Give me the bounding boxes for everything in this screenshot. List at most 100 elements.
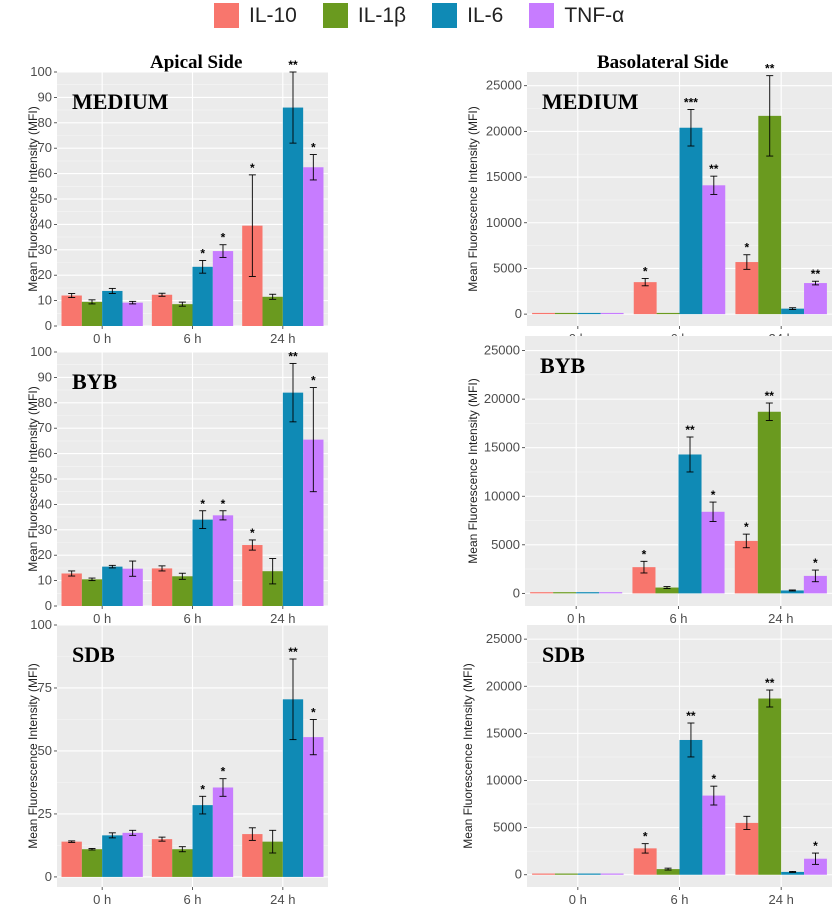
y-tick-label: 50 — [38, 191, 52, 206]
bar-il10 — [61, 841, 82, 877]
bar-il1 — [262, 296, 283, 326]
legend-label-il10: IL-10 — [249, 3, 297, 27]
legend-item-tnfa: TNF-α — [529, 3, 624, 28]
y-tick-label: 75 — [38, 680, 52, 695]
y-tick-label: 20000 — [484, 391, 520, 406]
y-tick-label: 60 — [38, 166, 52, 181]
panel-4: 0 5000 10000 15000 20000 25000 Mean Fluorescen… — [466, 336, 832, 626]
bar-tnf — [212, 787, 234, 877]
legend-label-il1b: IL-1β — [357, 3, 407, 27]
bar-il6 — [102, 835, 123, 877]
bar-il6 — [576, 592, 600, 594]
significance-mark: * — [221, 497, 226, 511]
bar-tnf — [303, 439, 324, 606]
y-tick-label: 30 — [38, 242, 52, 257]
bar-il10 — [734, 540, 758, 594]
y-axis-label: Mean Fluorescence Intensity (MFI) — [461, 663, 475, 848]
significance-mark: * — [311, 374, 316, 388]
legend-item-il10: IL-10 — [214, 3, 297, 28]
bar-il1 — [656, 869, 680, 875]
y-axis-label: Mean Fluorescence Intensity (MFI) — [26, 663, 40, 848]
bar-il1 — [758, 698, 782, 875]
y-tick-label: 80 — [38, 395, 52, 410]
bar-il6 — [282, 392, 304, 606]
bar-tnf — [702, 795, 726, 875]
bar-il1 — [554, 312, 578, 315]
significance-mark: * — [200, 246, 205, 260]
significance-mark: * — [221, 765, 226, 779]
y-tick-label: 70 — [38, 420, 52, 435]
bar-tnf — [122, 832, 143, 877]
bar-il6 — [192, 805, 213, 877]
panel-title: MEDIUM — [542, 89, 639, 114]
bar-tnf — [600, 312, 624, 315]
x-tick-label: 6 h — [183, 331, 201, 346]
bar-il1 — [655, 587, 679, 594]
legend-swatch-il6 — [432, 3, 458, 28]
bar-il1 — [81, 579, 103, 606]
legend-item-il6: IL-6 — [432, 3, 503, 28]
significance-mark: * — [250, 161, 255, 175]
x-tick-label: 0 h — [93, 892, 111, 907]
bar-il1 — [81, 849, 103, 877]
x-tick-label: 6 h — [183, 892, 201, 907]
bar-il6 — [678, 454, 702, 594]
x-tick-label: 24 h — [769, 892, 794, 907]
basolateral-side-title: Basolateral Side — [597, 52, 729, 73]
significance-mark: * — [711, 772, 716, 786]
panel-5: 0 25 50 75 100 Mean Fluorescence Intensity (M… — [26, 617, 328, 907]
y-tick-label: 25000 — [484, 343, 520, 358]
bar-il10 — [735, 822, 759, 875]
y-tick-label: 40 — [38, 216, 52, 231]
y-tick-label: 10000 — [484, 488, 520, 503]
significance-mark: * — [643, 830, 648, 844]
y-tick-label: 0 — [515, 306, 522, 321]
bar-il6 — [577, 873, 601, 875]
significance-mark: ** — [686, 709, 696, 723]
y-tick-label: 0 — [45, 869, 52, 884]
significance-mark: * — [642, 547, 647, 561]
y-tick-label: 15000 — [486, 725, 522, 740]
y-tick-label: 0 — [513, 585, 520, 600]
y-axis-label: Mean Fluorescence Intensity (MFI) — [26, 106, 40, 291]
bar-il1 — [262, 841, 283, 877]
x-tick-label: 24 h — [270, 331, 295, 346]
significance-mark: ** — [765, 389, 775, 403]
y-tick-label: 100 — [30, 344, 52, 359]
y-tick-label: 40 — [38, 496, 52, 511]
bar-tnf — [600, 873, 624, 875]
bar-il6 — [192, 266, 213, 326]
legend-swatch-il10 — [214, 3, 239, 28]
legend-swatch-il1b — [322, 3, 348, 28]
legend-label-il6: IL-6 — [467, 3, 504, 27]
x-tick-label: 6 h — [669, 611, 687, 626]
y-tick-label: 20 — [38, 547, 52, 562]
y-tick-label: 10000 — [486, 773, 522, 788]
bar-tnf — [212, 515, 234, 606]
x-tick-label: 0 h — [93, 331, 111, 346]
y-axis-label: Mean Fluorescence Intensity (MFI) — [466, 106, 480, 291]
y-tick-label: 10 — [38, 293, 52, 308]
panel-title: MEDIUM — [72, 89, 169, 114]
panel-1: 0 10 20 30 40 50 60 70 80 90 100 Mean Fluorescence … — [26, 58, 328, 346]
bar-il10 — [242, 545, 263, 606]
significance-mark: ** — [288, 349, 298, 363]
y-tick-label: 25000 — [486, 78, 522, 93]
significance-mark: *** — [684, 95, 698, 109]
y-tick-label: 0 — [515, 867, 522, 882]
significance-mark: ** — [765, 676, 775, 690]
apical-side-title: Apical Side — [150, 52, 243, 73]
bar-il6 — [102, 290, 123, 326]
bar-il6 — [282, 107, 304, 326]
y-tick-label: 15000 — [486, 169, 522, 184]
y-tick-label: 70 — [38, 140, 52, 155]
panel-title: SDB — [542, 642, 585, 667]
bar-il6 — [679, 739, 703, 875]
bar-il10 — [530, 592, 554, 594]
bar-il6 — [102, 566, 123, 606]
bar-il6 — [577, 312, 601, 315]
y-tick-label: 100 — [30, 617, 52, 632]
bar-il10 — [61, 295, 82, 326]
bar-tnf — [701, 511, 725, 594]
significance-mark: ** — [811, 267, 821, 281]
